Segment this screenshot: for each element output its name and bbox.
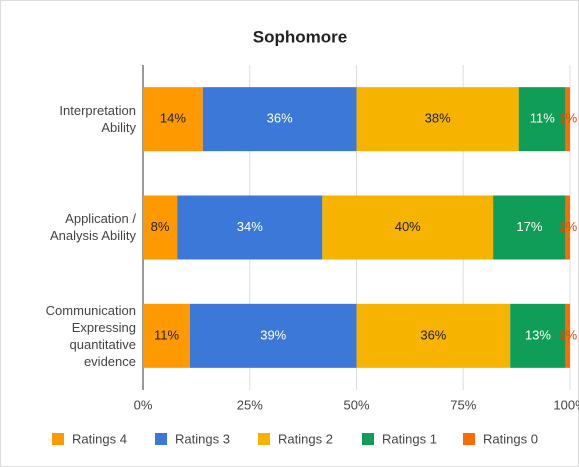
legend-label: Ratings 0 [483, 431, 538, 446]
bar-segment [565, 195, 570, 260]
value-label: 39% [260, 327, 286, 342]
value-label: 1% [558, 111, 577, 126]
value-label: 36% [267, 111, 293, 126]
legend-swatch [362, 433, 374, 445]
category-text: Interpretation Ability [59, 103, 136, 136]
category-text: Application / Analysis Ability [50, 211, 136, 244]
bar-segment [565, 87, 570, 152]
bar-segment [322, 195, 494, 260]
bar-segment [356, 303, 511, 368]
legend-swatch [463, 433, 475, 445]
bar-segment [202, 87, 357, 152]
bar-segment [143, 87, 203, 152]
value-label: 40% [395, 219, 421, 234]
category-label: Interpretation Ability [0, 65, 136, 173]
x-tick-label: 25% [237, 397, 263, 412]
chart-title: Sophomore [253, 27, 347, 46]
legend-swatch [52, 433, 64, 445]
value-label: 1% [558, 327, 577, 342]
value-label: 14% [160, 111, 186, 126]
x-tick-label: 0% [134, 397, 153, 412]
category-label: Communication Expressing quantitative ev… [0, 282, 136, 390]
category-label: Application / Analysis Ability [0, 173, 136, 281]
value-label: 17% [516, 219, 542, 234]
legend-swatch [155, 433, 167, 445]
legend-label: Ratings 3 [175, 431, 230, 446]
x-tick-label: 75% [450, 397, 476, 412]
bar-segment [493, 195, 566, 260]
x-tick-label: 50% [343, 397, 369, 412]
value-label: 8% [151, 219, 170, 234]
value-label: 13% [525, 327, 551, 342]
category-text: Communication Expressing quantitative ev… [45, 302, 136, 369]
bar-segment [177, 195, 323, 260]
legend-swatch [258, 433, 270, 445]
value-label: 36% [420, 327, 446, 342]
x-tick-label: 100% [553, 397, 579, 412]
value-label: 11% [530, 111, 555, 126]
value-label: 34% [237, 219, 263, 234]
bar-segment [143, 195, 178, 260]
value-label: 1% [558, 219, 577, 234]
bar-segment [189, 303, 357, 368]
bar-segment [518, 87, 566, 152]
legend-label: Ratings 2 [278, 431, 333, 446]
value-label: 38% [425, 111, 451, 126]
bar-segment [565, 303, 570, 368]
legend-label: Ratings 1 [382, 431, 437, 446]
bar-segment [356, 87, 519, 152]
legend-label: Ratings 4 [72, 431, 127, 446]
bar-segment [510, 303, 566, 368]
bar-segment [143, 303, 190, 368]
value-label: 11% [154, 327, 179, 342]
